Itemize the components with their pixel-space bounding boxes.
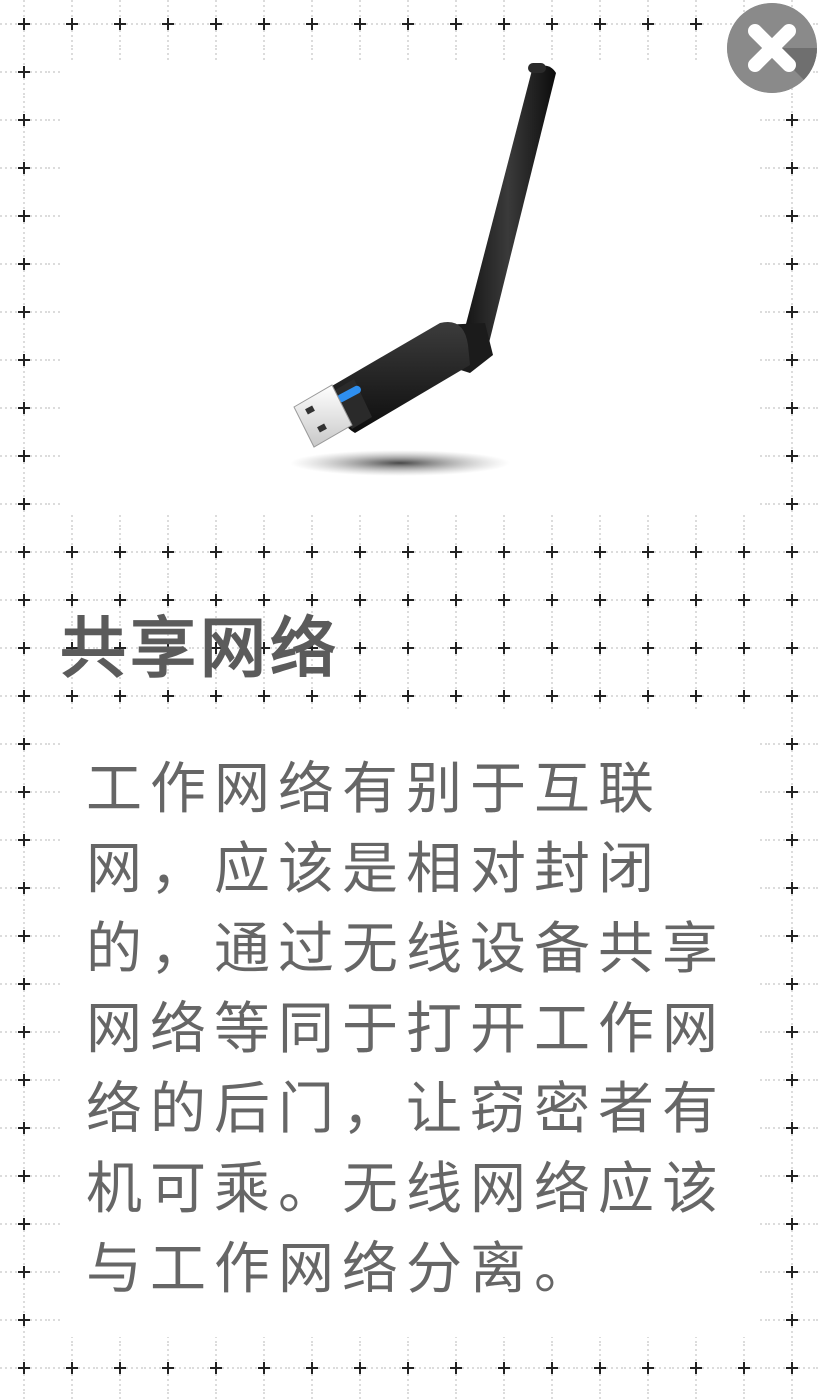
close-icon — [727, 3, 817, 93]
image-panel — [60, 60, 760, 515]
close-button[interactable] — [727, 3, 817, 93]
usb-wifi-adapter-icon — [290, 63, 556, 476]
text-panel — [60, 712, 760, 1337]
description-text: 工作网络有别于互联 网，应该是相对封闭 的，通过无线设备共享 网络等同于打开工作… — [86, 757, 726, 1302]
page-title: 共享网络 — [60, 610, 340, 687]
